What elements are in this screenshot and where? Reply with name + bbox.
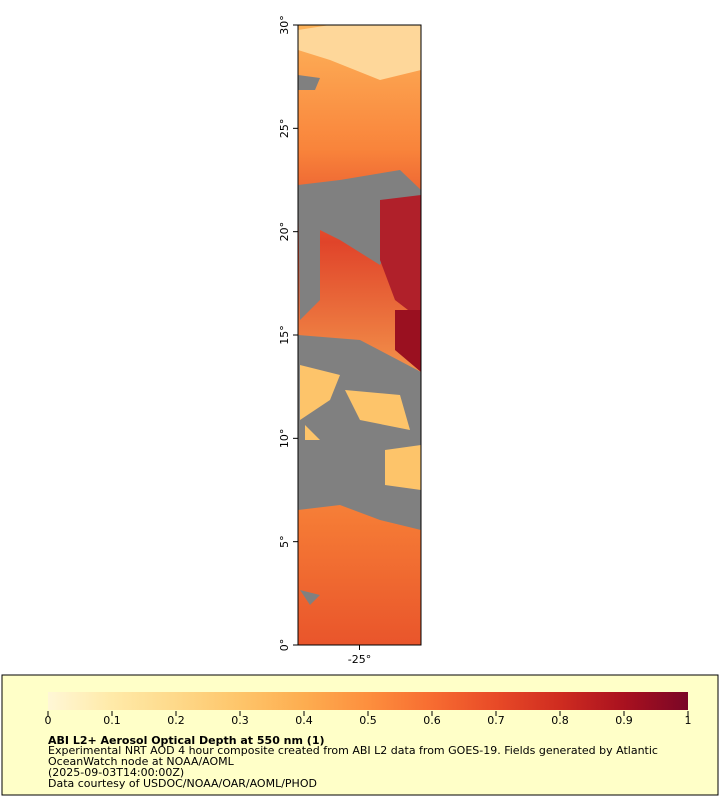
y-tick-label: 5°: [278, 535, 291, 548]
colorbar-tick-label: 0.3: [231, 714, 249, 727]
legend-line: OceanWatch node at NOAA/AOML: [48, 755, 235, 768]
map-raster: [297, 24, 422, 646]
y-tick-label: 10°: [278, 429, 291, 449]
aod-patch: [298, 25, 421, 80]
legend-line: (2025-09-03T14:00:00Z): [48, 766, 184, 779]
y-tick-label: 0°: [278, 639, 291, 652]
high-aod: [380, 195, 421, 320]
colorbar-tick-label: 0.5: [359, 714, 377, 727]
colorbar-tick-label: 0.2: [167, 714, 185, 727]
legend-line: Experimental NRT AOD 4 hour composite cr…: [48, 744, 658, 757]
y-tick-label: 30°: [278, 15, 291, 35]
colorbar-tick-label: 0.6: [423, 714, 441, 727]
colorbar-tick-label: 0.8: [551, 714, 569, 727]
y-tick-label: 15°: [278, 325, 291, 345]
x-tick-label: -25°: [348, 653, 371, 666]
colorbar-tick-label: 0.9: [615, 714, 633, 727]
cloud-mask: [298, 335, 421, 530]
colorbar-tick-label: 0.1: [103, 714, 121, 727]
high-aod: [395, 310, 421, 372]
colorbar: [48, 692, 688, 710]
axes: 0° 5° 10° 15° 20° 25° 30° -25°: [278, 15, 371, 666]
y-tick-label: 25°: [278, 119, 291, 139]
colorbar-axis: 0 0.1 0.2 0.3 0.4 0.5 0.6 0.7 0.8 0.9 1: [45, 711, 692, 727]
legend-title: ABI L2+ Aerosol Optical Depth at 550 nm …: [48, 734, 325, 747]
colorbar-tick-label: 1: [685, 714, 692, 727]
aod-patch: [300, 365, 421, 490]
colorbar-tick-label: 0: [45, 714, 52, 727]
colorbar-tick-label: 0.7: [487, 714, 505, 727]
legend-line: Data courtesy of USDOC/NOAA/OAR/AOML/PHO…: [48, 777, 317, 790]
y-tick-label: 20°: [278, 222, 291, 242]
colorbar-tick-label: 0.4: [295, 714, 313, 727]
